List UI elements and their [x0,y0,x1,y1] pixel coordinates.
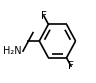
Text: H₂N: H₂N [3,46,22,56]
Text: F: F [41,11,47,21]
Text: F: F [68,61,74,71]
